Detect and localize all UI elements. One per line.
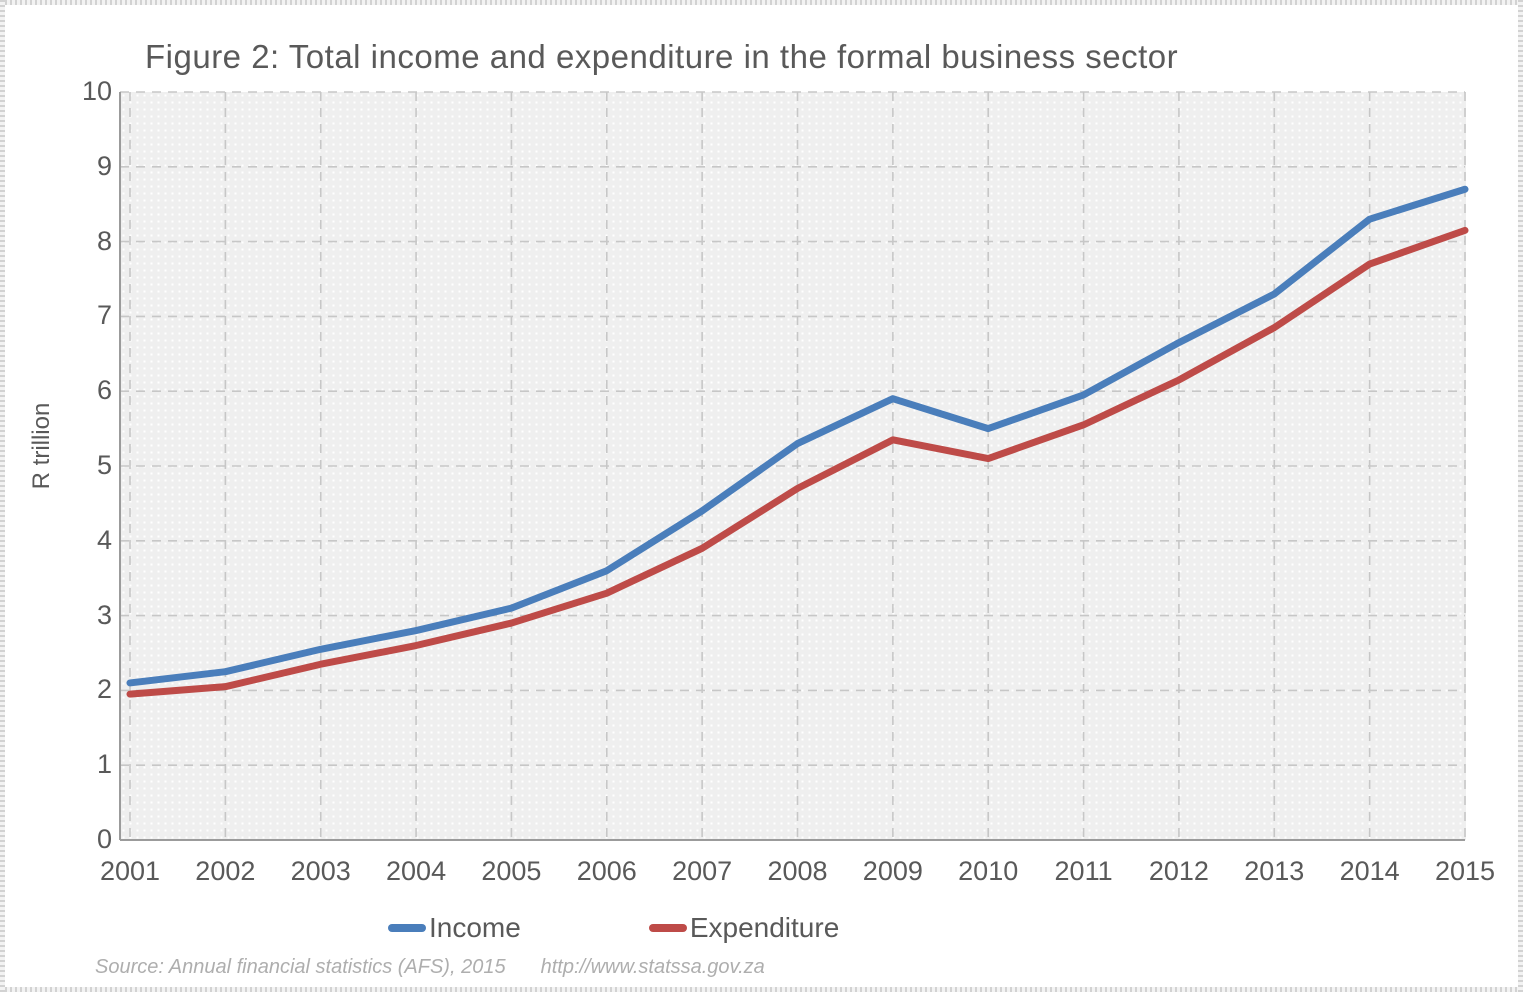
y-tick-label: 2	[96, 674, 112, 705]
legend-item-income: Income	[388, 912, 521, 944]
x-tick-label: 2011	[1054, 856, 1113, 886]
y-tick-label: 8	[96, 225, 112, 256]
legend-item-expenditure: Expenditure	[648, 912, 840, 944]
legend-label-expenditure: Expenditure	[689, 912, 840, 943]
source-url: http://www.statssa.gov.za	[540, 956, 765, 978]
x-tick-label: 2005	[481, 856, 542, 886]
window-edge-left	[0, 0, 5, 992]
x-tick-label: 2014	[1339, 856, 1400, 886]
source-text: Source: Annual financial statistics (AFS…	[95, 956, 506, 978]
chart-title: Figure 2: Total income and expenditure i…	[145, 38, 1179, 75]
y-tick-label: 1	[96, 749, 112, 780]
y-tick-label: 0	[96, 824, 112, 854]
x-tick-label: 2009	[862, 856, 923, 886]
source-line: Source: Annual financial statistics (AFS…	[95, 956, 765, 979]
x-tick-label: 2008	[767, 856, 828, 886]
x-tick-label: 2015	[1434, 856, 1496, 886]
x-tick-label: 2004	[386, 856, 447, 886]
window-edge-right	[1518, 0, 1523, 992]
x-tick-label: 2006	[576, 856, 637, 886]
x-tick-label: 2013	[1244, 856, 1305, 886]
x-tick-label: 2007	[672, 856, 733, 886]
expenditure-line-swatch	[648, 924, 687, 932]
y-tick-label: 5	[96, 450, 112, 480]
y-tick-label: 6	[96, 375, 112, 406]
legend: Income Expenditure	[388, 912, 839, 944]
x-tick-label: 2003	[290, 856, 351, 886]
y-tick-label: 4	[96, 524, 112, 555]
y-tick-label: 3	[96, 599, 112, 630]
income-line	[126, 185, 1469, 687]
x-tick-label: 2012	[1148, 856, 1209, 886]
x-tick-label: 2001	[99, 856, 161, 886]
y-tick-label: 10	[81, 76, 112, 106]
x-tick-label: 2010	[958, 856, 1019, 886]
window-edge-top	[0, 0, 1523, 5]
income-line-swatch	[388, 924, 426, 932]
y-tick-label: 7	[96, 300, 112, 331]
legend-label-income: Income	[429, 912, 521, 943]
x-tick-label: 2002	[195, 856, 256, 886]
window-edge-bottom	[0, 987, 1523, 992]
expenditure-line	[126, 226, 1469, 698]
y-tick-label: 9	[96, 150, 112, 181]
